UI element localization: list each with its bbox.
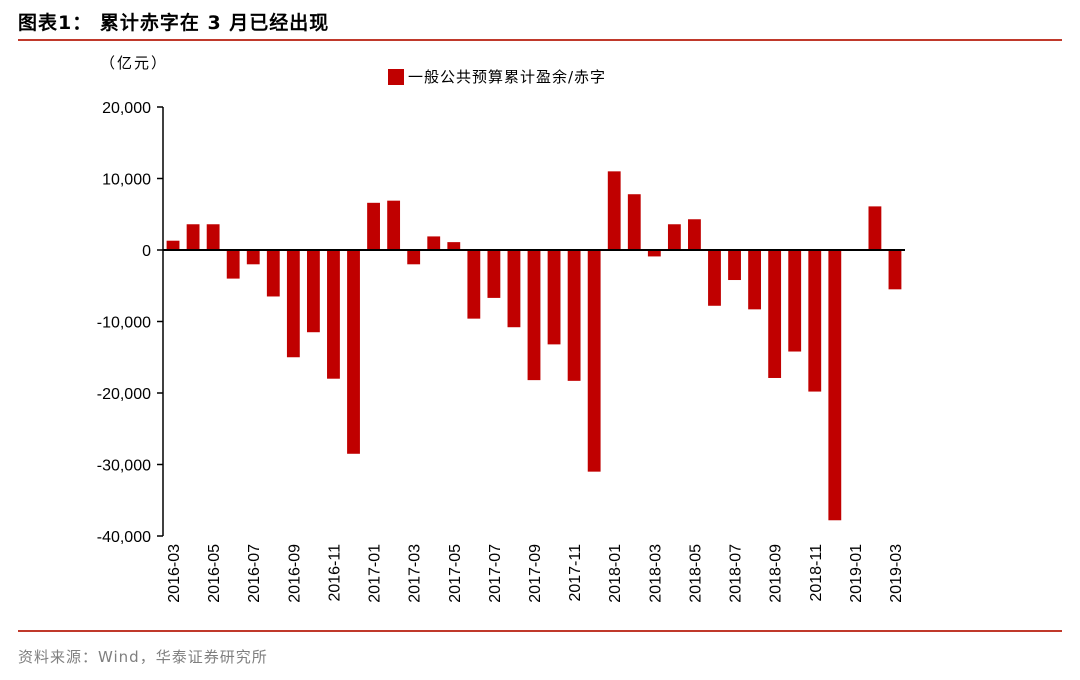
y-tick-label: -30,000 [97,458,151,475]
bar-2018-12 [828,250,842,521]
footer-rule [18,630,1062,632]
bar-2018-06 [708,250,721,306]
legend-label: 一般公共预算累计盈余/赤字 [408,68,607,86]
bar-2019-03 [888,250,902,290]
y-tick-label: 10,000 [102,172,151,189]
bar-2016-03 [166,240,180,250]
bar-2018-02 [627,194,641,250]
x-tick-label: 2017-07 [487,544,504,603]
bar-2017-03 [407,250,421,265]
bar-2016-06 [226,250,240,279]
y-tick-label: -40,000 [97,529,151,546]
bar-2016-05 [206,224,220,250]
bar-2017-11 [567,250,581,381]
figure-header: 图表1： 累计赤字在 3 月已经出现 [18,6,1062,40]
figure-title: 图表1： 累计赤字在 3 月已经出现 [18,12,330,34]
bar-2018-10 [788,250,802,352]
legend-swatch [388,68,404,85]
x-tick-label: 2017-05 [447,544,464,603]
y-tick-label: -10,000 [97,315,151,332]
x-tick-label: 2018-07 [728,544,745,603]
bar-2019-02 [868,206,882,250]
bar-2018-09 [768,250,782,378]
bar-2017-04 [427,236,441,250]
bar-2016-08 [266,250,280,297]
bar-2018-01 [607,171,621,250]
bar-2017-05 [447,242,461,250]
x-tick-label: 2018-05 [687,544,704,603]
header-rule [18,39,1062,41]
bar-2018-07 [728,250,741,281]
bar-2016-04 [186,224,200,250]
chart-legend: 一般公共预算累计盈余/赤字 [388,66,606,87]
x-tick-label: 2018-09 [768,544,785,603]
y-tick-label: 20,000 [102,100,151,117]
bar-2017-08 [507,250,521,328]
x-tick-label: 2016-05 [206,544,223,603]
bar-2016-12 [347,250,360,454]
x-tick-label: 2017-09 [527,544,544,603]
x-tick-label: 2016-09 [286,544,303,603]
bar-2018-05 [688,219,701,250]
x-tick-label: 2016-07 [246,544,263,603]
x-tick-label: 2016-03 [166,544,183,603]
y-tick-label: 0 [142,243,151,260]
bar-2016-09 [286,250,300,358]
bar-2018-08 [748,250,762,310]
x-tick-label: 2016-11 [326,544,343,602]
bar-2018-11 [808,250,822,392]
bar-2017-12 [587,250,601,472]
bar-2018-03 [647,250,661,257]
y-tick-label: -20,000 [97,386,151,403]
bar-2016-07 [246,250,260,265]
bar-2016-11 [327,250,340,379]
x-tick-label: 2017-11 [567,544,584,602]
bar-2018-04 [667,224,681,250]
x-tick-label: 2019-01 [848,544,865,603]
x-tick-label: 2017-01 [367,544,384,603]
x-tick-label: 2018-01 [607,544,624,603]
x-tick-label: 2018-03 [647,544,664,603]
bar-2017-09 [527,250,541,381]
bar-2017-07 [487,250,501,298]
bar-2017-01 [367,202,380,250]
source-note: 资料来源：Wind，华泰证券研究所 [18,648,268,666]
bar-2016-10 [306,250,320,333]
x-tick-label: 2017-03 [407,544,424,603]
y-axis-unit-label: （亿元） [100,54,169,72]
bar-2017-06 [467,250,481,319]
x-tick-label: 2018-11 [808,544,825,602]
x-tick-label: 2019-03 [888,544,905,603]
bar-2017-02 [387,200,401,250]
bar-2017-10 [547,250,561,345]
